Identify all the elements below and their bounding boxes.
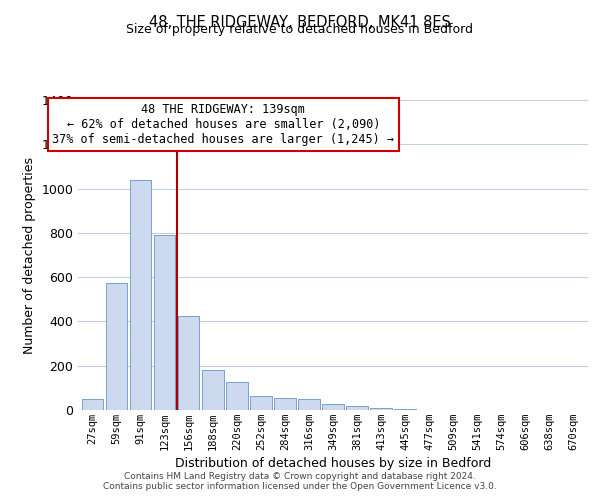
Bar <box>394 409 416 410</box>
Bar <box>106 282 127 410</box>
Bar <box>202 370 224 410</box>
Y-axis label: Number of detached properties: Number of detached properties <box>23 156 36 354</box>
Bar <box>250 396 272 410</box>
Bar <box>178 316 199 410</box>
Bar <box>298 399 320 410</box>
Bar <box>322 404 344 410</box>
Bar <box>370 408 392 410</box>
Text: Size of property relative to detached houses in Bedford: Size of property relative to detached ho… <box>127 22 473 36</box>
Bar <box>130 180 151 410</box>
Text: 48 THE RIDGEWAY: 139sqm
← 62% of detached houses are smaller (2,090)
37% of semi: 48 THE RIDGEWAY: 139sqm ← 62% of detache… <box>52 103 394 146</box>
Bar <box>82 399 103 410</box>
Bar <box>346 406 368 410</box>
Text: 48, THE RIDGEWAY, BEDFORD, MK41 8ES: 48, THE RIDGEWAY, BEDFORD, MK41 8ES <box>149 15 451 30</box>
Bar <box>226 382 248 410</box>
Text: Contains public sector information licensed under the Open Government Licence v3: Contains public sector information licen… <box>103 482 497 491</box>
Bar <box>154 235 175 410</box>
Text: Distribution of detached houses by size in Bedford: Distribution of detached houses by size … <box>175 458 491 470</box>
Text: Contains HM Land Registry data © Crown copyright and database right 2024.: Contains HM Land Registry data © Crown c… <box>124 472 476 481</box>
Bar <box>274 398 296 410</box>
